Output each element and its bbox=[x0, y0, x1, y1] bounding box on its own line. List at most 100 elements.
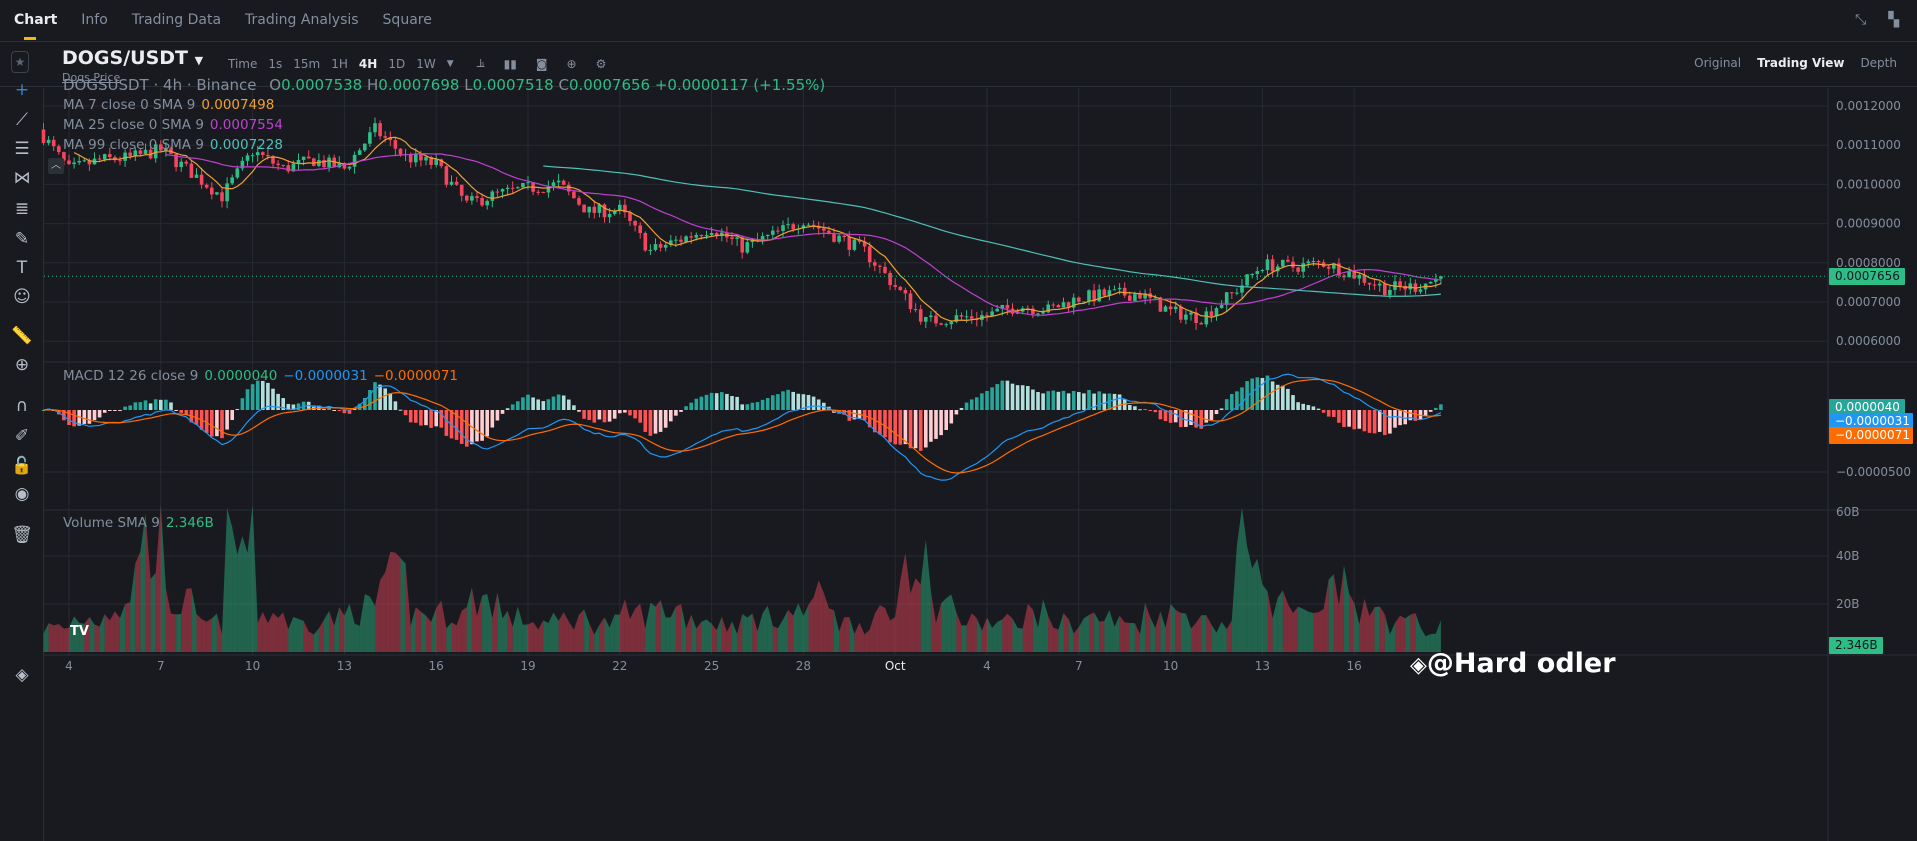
tab-chart[interactable]: Chart bbox=[14, 0, 57, 42]
eye-icon[interactable]: ◉ bbox=[14, 484, 30, 504]
time-tick-label: 28 bbox=[796, 659, 811, 673]
trend-line-icon[interactable]: ⟋ bbox=[16, 110, 28, 130]
lock-icon[interactable]: 🔓 bbox=[11, 456, 33, 476]
ma7-legend[interactable]: MA 7 close 0 SMA 9 0.0007498 bbox=[63, 97, 274, 113]
view-depth[interactable]: Depth bbox=[1860, 56, 1897, 70]
volume-segment bbox=[1089, 612, 1095, 652]
candle-body bbox=[648, 249, 653, 251]
magnet-icon[interactable]: ∩ bbox=[15, 396, 29, 416]
tf-1s[interactable]: 1s bbox=[268, 56, 283, 71]
macd-hist-bar bbox=[730, 396, 734, 410]
volume-segment bbox=[206, 618, 212, 652]
volume-legend[interactable]: Volume SMA 9 2.346B bbox=[63, 515, 214, 531]
volume-segment bbox=[497, 592, 503, 652]
fib-icon[interactable]: ≣ bbox=[14, 199, 30, 219]
candle-body bbox=[526, 182, 530, 184]
pair-selector[interactable]: DOGS/USDT ▼ bbox=[62, 47, 203, 69]
macd-hist-bar bbox=[816, 399, 821, 410]
macd-hist-bar bbox=[1372, 410, 1377, 434]
camera-icon[interactable]: ◙ bbox=[535, 56, 548, 71]
volume-segment bbox=[369, 596, 375, 652]
macd-hist-bar bbox=[658, 410, 663, 432]
zoom-in-icon[interactable]: ⊕ bbox=[14, 355, 30, 375]
widgets-icon[interactable]: ▚ bbox=[1888, 12, 1899, 28]
tab-trading-analysis[interactable]: Trading Analysis bbox=[245, 11, 359, 28]
candle-body bbox=[444, 166, 449, 185]
macd-hist-bar bbox=[1235, 391, 1239, 410]
indicators-icon[interactable]: ⫡ bbox=[476, 56, 485, 70]
pair-subtitle-link[interactable]: Dogs Price bbox=[62, 71, 121, 84]
volume-segment bbox=[721, 616, 727, 652]
volume-segment bbox=[538, 620, 544, 652]
macd-legend[interactable]: MACD 12 26 close 9 0.0000040 −0.0000031 −0.… bbox=[63, 368, 458, 384]
macd-hist-bar bbox=[419, 410, 423, 426]
macd-hist-bar bbox=[1010, 383, 1015, 410]
ma25-legend[interactable]: MA 25 close 0 SMA 9 0.0007554 bbox=[63, 117, 283, 133]
candle-body bbox=[1061, 302, 1066, 308]
candle-body bbox=[220, 192, 224, 202]
volume-segment bbox=[1063, 613, 1069, 652]
trash-icon[interactable]: 🗑 bbox=[11, 525, 33, 545]
tf-1h[interactable]: 1H bbox=[331, 56, 348, 71]
favorite-star-icon[interactable]: ★ bbox=[11, 51, 29, 73]
candle-body bbox=[883, 266, 887, 273]
ruler-icon[interactable]: 📏 bbox=[11, 326, 33, 346]
tf-4h[interactable]: 4H bbox=[358, 56, 378, 71]
collapse-icon[interactable]: ⤡ bbox=[1855, 12, 1867, 28]
tab-square[interactable]: Square bbox=[382, 11, 432, 28]
settings-gear-icon[interactable]: ⚙ bbox=[595, 56, 607, 71]
tab-trading-data[interactable]: Trading Data bbox=[131, 11, 222, 28]
brush-icon[interactable]: ✎ bbox=[14, 229, 30, 249]
tf-1w[interactable]: 1W bbox=[416, 56, 436, 71]
lock-drawing-icon[interactable]: ✐ bbox=[14, 426, 30, 446]
macd-hist-bar bbox=[1301, 403, 1305, 410]
horizontal-lines-icon[interactable]: ☰ bbox=[14, 139, 30, 159]
add-icon[interactable]: ⊕ bbox=[566, 56, 577, 71]
candle-body bbox=[1281, 259, 1285, 267]
pattern-icon[interactable]: ⋈ bbox=[13, 168, 31, 188]
volume-segment bbox=[456, 610, 462, 652]
macd-hist-bar bbox=[159, 399, 163, 410]
macd-hist-bar bbox=[806, 394, 811, 410]
tf-1d[interactable]: 1D bbox=[388, 56, 406, 71]
tf-time[interactable]: Time bbox=[228, 56, 258, 71]
volume-segment bbox=[186, 588, 192, 652]
tf-15m[interactable]: 15m bbox=[293, 56, 321, 71]
macd-hist-bar bbox=[526, 394, 530, 410]
candle-body bbox=[1087, 290, 1091, 302]
candle-body bbox=[607, 213, 612, 218]
volume-segment bbox=[594, 624, 600, 652]
volume-segment bbox=[619, 599, 625, 652]
crosshair-icon[interactable]: + bbox=[14, 80, 30, 100]
layers-icon[interactable]: ◈ bbox=[15, 665, 29, 685]
text-icon[interactable]: T bbox=[16, 258, 28, 278]
volume-segment bbox=[1206, 615, 1212, 652]
volume-segment bbox=[1252, 558, 1258, 652]
candle-body bbox=[475, 196, 479, 198]
candle-body bbox=[1224, 292, 1229, 305]
macd-hist-bar bbox=[985, 390, 989, 410]
candle-body bbox=[587, 206, 591, 213]
volume-segment bbox=[737, 614, 743, 652]
candle-body bbox=[281, 164, 285, 166]
chart-type-icon[interactable]: ▮▮ bbox=[503, 56, 517, 71]
macd-hist-bar bbox=[1428, 410, 1433, 412]
tf-more-chevron-icon[interactable]: ▼ bbox=[446, 58, 454, 69]
candle-body bbox=[1311, 260, 1316, 262]
candle-body bbox=[102, 154, 107, 160]
volume-tick-label: 40B bbox=[1836, 549, 1860, 563]
emoji-icon[interactable]: ☺ bbox=[13, 287, 31, 307]
candle-body bbox=[597, 204, 602, 213]
candle-body bbox=[1428, 281, 1433, 284]
collapse-legend-chevron-icon[interactable]: ︿ bbox=[48, 158, 64, 174]
macd-hist-bar bbox=[643, 410, 648, 432]
view-trading-view[interactable]: Trading View bbox=[1757, 56, 1845, 70]
view-original[interactable]: Original bbox=[1694, 56, 1742, 70]
tab-info[interactable]: Info bbox=[81, 11, 108, 28]
volume-segment bbox=[1435, 620, 1441, 652]
candle-body bbox=[1189, 312, 1193, 315]
ma99-legend[interactable]: MA 99 close 0 SMA 9 0.0007228 bbox=[63, 137, 283, 153]
candle-body bbox=[577, 198, 581, 205]
macd-hist-bar bbox=[587, 410, 591, 421]
